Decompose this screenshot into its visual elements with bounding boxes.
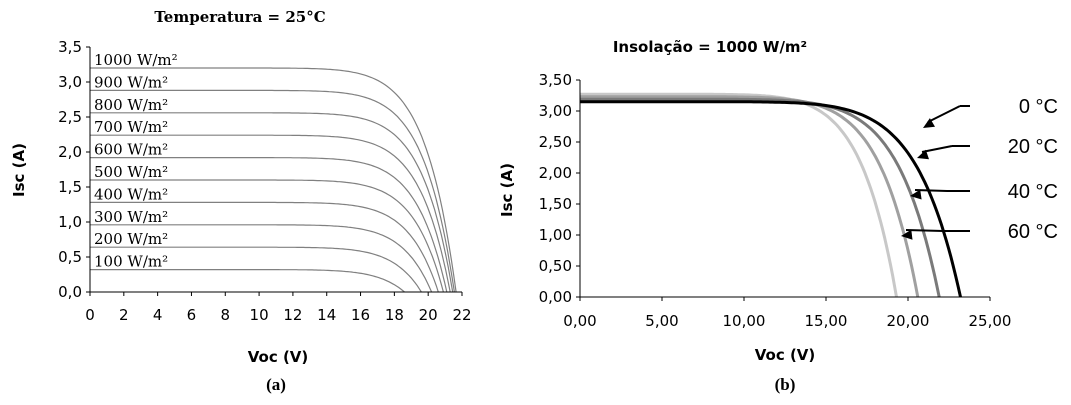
chart-a-curve (90, 157, 448, 293)
chart-a-x-tick-label: 16 (351, 306, 370, 324)
chart-a-curve-labels: 100 W/m² 200 W/m² 300 W/m² 400 W/m² 500 W/m²… (94, 51, 178, 271)
chart-b-leader-diagonal (905, 229, 944, 232)
chart-a-y-tick-label: 1,5 (58, 178, 82, 196)
chart-b-y-tick-label: 0,50 (539, 257, 572, 275)
chart-b-y-label: Isc (A) (498, 163, 516, 217)
chart-b-temperature-label: 60 °C (1008, 221, 1058, 243)
chart-b-y-tick-label: 2,50 (539, 133, 572, 151)
chart-a-y-tick-label: 2,0 (58, 143, 82, 161)
chart-a-curves (90, 67, 457, 293)
chart-b-y-tick-label: 1,50 (539, 195, 572, 213)
chart-b-arrowhead (910, 189, 922, 200)
chart-b-x-ticks: 0,00 5,00 10,00 15,00 20,00 25,00 (563, 297, 1011, 330)
chart-b-title: Insolação = 1000 W/m² (613, 38, 807, 56)
chart-a-curve (90, 89, 455, 293)
chart-a-y-tick-label: 0,5 (58, 248, 82, 266)
chart-b-y-tick-label: 1,00 (539, 226, 572, 244)
chart-a-curve-label: 1000 W/m² (94, 51, 178, 69)
chart-a-y-tick-label: 2,5 (58, 108, 82, 126)
chart-a-curve-label: 200 W/m² (94, 230, 168, 248)
chart-b-x-tick-label: 25,00 (969, 312, 1012, 330)
chart-a-x-tick-label: 14 (317, 306, 336, 324)
chart-a-y-ticks: 0,0 0,5 1,0 1,5 2,0 2,5 3,0 3,5 (58, 38, 90, 301)
chart-b-x-tick-label: 15,00 (805, 312, 848, 330)
chart-a-x-tick-label: 4 (153, 306, 163, 324)
chart-b-arrowhead (923, 118, 935, 128)
chart-b-x-tick-label: 20,00 (887, 312, 930, 330)
chart-a-curve (90, 67, 457, 293)
chart-a-y-tick-label: 1,0 (58, 213, 82, 231)
chart-b-leader-diagonal (927, 105, 961, 123)
chart-a-curve-label: 900 W/m² (94, 73, 168, 91)
chart-b-curve (580, 95, 920, 298)
chart-b-curve (580, 92, 898, 298)
chart-b-y-ticks: 0,00 0,50 1,00 1,50 2,00 2,50 3,00 3,50 (539, 71, 580, 306)
chart-b-arrowhead (901, 229, 913, 240)
chart-b-y-tick-label: 2,00 (539, 164, 572, 182)
chart-a-curve-label: 500 W/m² (94, 163, 168, 181)
chart-b-temperature-label: 20 °C (1008, 136, 1058, 158)
chart-a-curve (90, 201, 439, 293)
chart-a-curve (90, 224, 433, 293)
chart-b-x-tick-label: 5,00 (645, 312, 678, 330)
chart-a-x-ticks: 0 2 4 6 8 10 12 14 16 18 20 22 (85, 292, 472, 324)
chart-a-x-tick-label: 18 (385, 306, 404, 324)
chart-b-x-tick-label: 0,00 (563, 312, 596, 330)
chart-a-curve-label: 400 W/m² (94, 185, 168, 203)
chart-a-x-tick-label: 8 (220, 306, 230, 324)
chart-b-curve (580, 97, 941, 298)
chart-b: Insolação = 1000 W/m² 0,00 0,50 1,00 1,50 2,… (498, 38, 1058, 394)
chart-b-temperature-label: 40 °C (1008, 181, 1058, 203)
chart-b-y-tick-label: 0,00 (539, 288, 572, 306)
chart-a-x-tick-label: 22 (452, 306, 471, 324)
chart-a-x-label: Voc (V) (248, 348, 309, 366)
chart-a-x-tick-label: 0 (85, 306, 95, 324)
chart-a-x-tick-label: 20 (419, 306, 438, 324)
chart-b-x-tick-label: 10,00 (723, 312, 766, 330)
chart-a-y-tick-label: 0,0 (58, 283, 82, 301)
chart-a-curve (90, 246, 422, 293)
chart-b-leader-diagonal (914, 189, 948, 192)
chart-a-curve (90, 269, 405, 293)
chart-b-curves (580, 92, 962, 298)
chart-b-y-tick-label: 3,50 (539, 71, 572, 89)
chart-a-curve (90, 112, 454, 293)
chart-b-x-label: Voc (V) (755, 346, 816, 364)
chart-b-panel-label: (b) (775, 375, 796, 394)
chart-a-x-tick-label: 6 (187, 306, 197, 324)
chart-b-y-tick-label: 3,00 (539, 102, 572, 120)
chart-a-curve (90, 179, 444, 293)
chart-a: Temperatura = 25°C 100 W/m² 200 W/m² 300 W… (10, 8, 472, 394)
chart-a-curve-label: 100 W/m² (94, 253, 168, 271)
chart-a-y-tick-label: 3,5 (58, 38, 82, 56)
chart-a-x-tick-label: 12 (283, 306, 302, 324)
chart-b-leader-diagonal (921, 145, 953, 153)
chart-a-curve (90, 134, 451, 293)
chart-a-curve-label: 700 W/m² (94, 118, 168, 136)
chart-a-y-label: Isc (A) (10, 143, 28, 197)
chart-b-temperature-label: 0 °C (1019, 96, 1058, 118)
chart-a-title: Temperatura = 25°C (154, 8, 325, 26)
chart-a-y-tick-label: 3,0 (58, 73, 82, 91)
chart-b-curve (580, 100, 962, 298)
chart-a-curve-label: 300 W/m² (94, 208, 168, 226)
chart-a-x-tick-label: 10 (250, 306, 269, 324)
chart-b-legend-labels: 0 °C 20 °C 40 °C 60 °C (901, 96, 1058, 243)
chart-a-curve-label: 600 W/m² (94, 141, 168, 159)
chart-a-curve-label: 800 W/m² (94, 96, 168, 114)
chart-b-arrowhead (917, 149, 929, 160)
chart-a-x-tick-label: 2 (119, 306, 129, 324)
chart-a-panel-label: (a) (266, 375, 286, 394)
